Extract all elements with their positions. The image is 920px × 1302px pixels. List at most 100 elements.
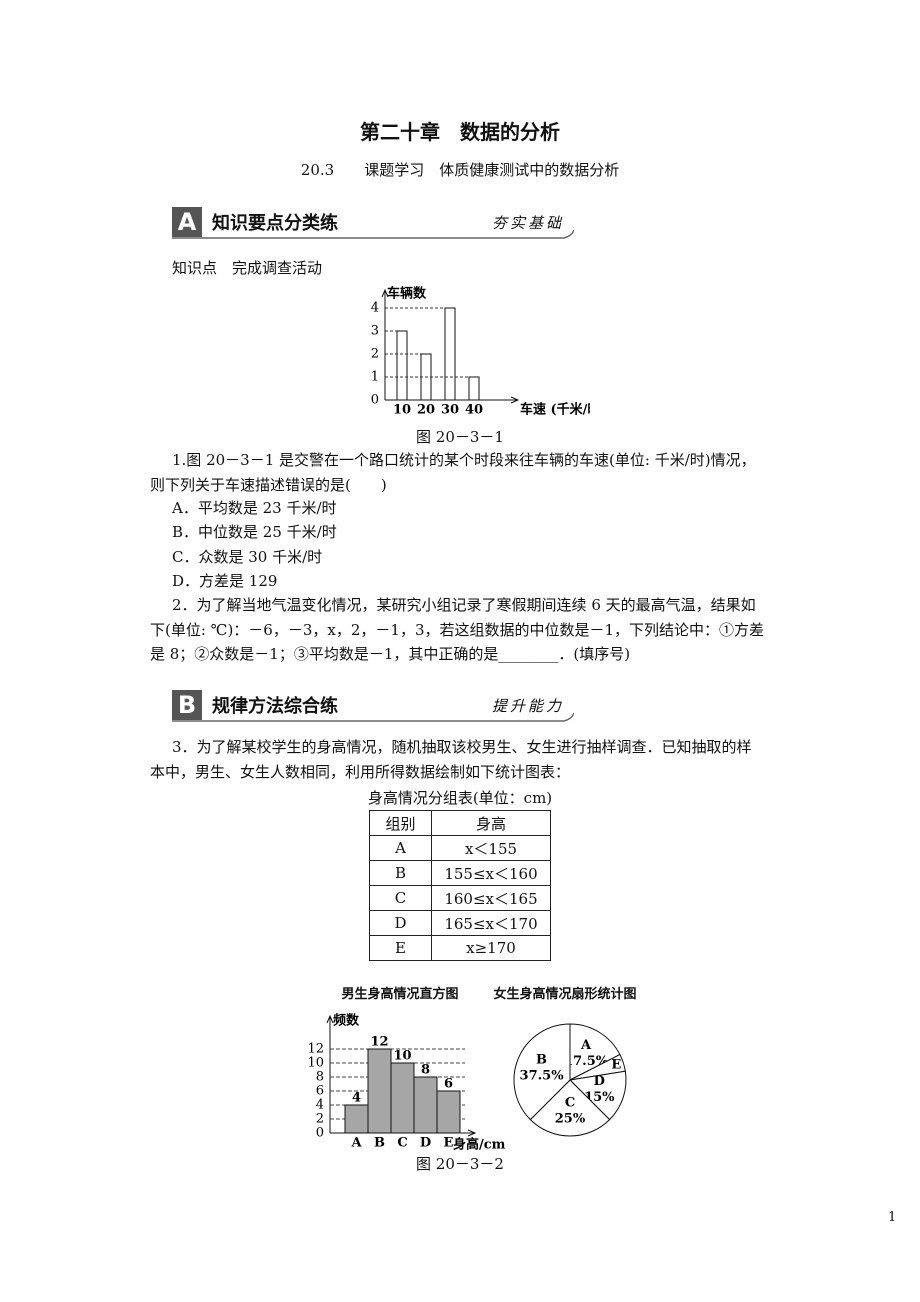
x-tick-label: 10 — [393, 403, 411, 418]
bar — [468, 376, 480, 401]
y-tick-label: 12 — [307, 1042, 324, 1057]
y-tick-label: 4 — [371, 301, 379, 316]
chapter-title: 第二十章 数据的分析 — [360, 120, 560, 144]
x-tick-label: A — [350, 1136, 362, 1151]
pie-slice — [513, 1023, 571, 1121]
option: D．方差是 129 — [172, 572, 278, 590]
x-tick-label: 20 — [417, 403, 435, 418]
table-caption: 身高情况分组表(单位：cm) — [367, 789, 553, 807]
bar — [444, 307, 456, 401]
banner-line — [172, 712, 574, 722]
axis-arrow — [510, 396, 520, 404]
question-text: 本中，男生、女生人数相同，利用所得数据绘制如下统计图表： — [150, 763, 571, 781]
knowledge-point: 知识点 完成调查活动 — [172, 259, 323, 277]
slice-category: C — [565, 1095, 575, 1110]
table-cell: E — [369, 935, 432, 961]
bar — [390, 1062, 415, 1134]
axis-arrow — [326, 1014, 334, 1024]
pie-slice — [568, 1070, 627, 1121]
data-label: 4 — [352, 1091, 361, 1106]
banner-tag: 提升能力 — [492, 697, 565, 715]
chart-title: 男生身高情况直方图 — [341, 987, 459, 1002]
x-tick-label: C — [397, 1136, 407, 1151]
data-label: 25% — [555, 1111, 586, 1126]
data-label: 37.5% — [520, 1069, 565, 1084]
page-number: 1 — [888, 1210, 897, 1225]
bar — [436, 1090, 461, 1134]
question-text: 1.图 20－3－1 是交警在一个路口统计的某个时段来往车辆的车速(单位: 千米… — [172, 451, 756, 469]
question-text: 2．为了解当地气温变化情况，某研究小组记录了寒假期间连续 6 天的最高气温，结果… — [172, 596, 756, 614]
y-tick-label: 4 — [316, 1098, 324, 1113]
question-text: 则下列关于车速描述错误的是( ) — [150, 476, 387, 494]
table-cell: 155≤x＜160 — [431, 860, 551, 886]
table-cell: B — [369, 860, 432, 886]
x-tick-label: 40 — [465, 403, 483, 418]
axis-arrow — [381, 288, 389, 298]
y-tick-label: 0 — [316, 1126, 324, 1141]
bar — [396, 330, 408, 401]
table-cell: A — [369, 835, 432, 861]
table-cell: x≥170 — [431, 935, 551, 961]
y-tick-label: 0 — [371, 393, 379, 408]
banner-tag: 夯实基础 — [492, 214, 565, 232]
question-text: 下(单位: ℃)：－6，－3，x，2，－1，3，若这组数据的中位数是－1，下列结… — [150, 621, 765, 639]
y-tick-label: 3 — [371, 324, 379, 339]
table-cell: C — [369, 885, 432, 911]
y-tick-label: 6 — [316, 1084, 324, 1099]
x-axis-label: 身高/cm — [453, 1137, 506, 1153]
x-axis-label: 车速 (千米/时) — [520, 402, 590, 418]
y-tick-label: 8 — [316, 1070, 324, 1085]
bar — [367, 1048, 392, 1134]
x-tick-label: 30 — [441, 403, 459, 418]
banner-title: 规律方法综合练 — [212, 696, 338, 717]
table-cell: x＜155 — [431, 835, 551, 861]
bar — [344, 1104, 369, 1134]
data-label: 12 — [370, 1035, 388, 1050]
y-tick-label: 2 — [316, 1112, 324, 1127]
section-title: 20.3 课题学习 体质健康测试中的数据分析 — [300, 161, 620, 179]
data-label: 6 — [444, 1077, 453, 1092]
banner-letter: B — [172, 690, 202, 720]
axis-arrow — [467, 1129, 477, 1137]
slice-category: A — [580, 1038, 592, 1053]
table-header: 身高 — [431, 810, 551, 836]
table-header: 组别 — [369, 810, 432, 836]
option: A．平均数是 23 千米/时 — [172, 499, 337, 517]
banner: A 知识要点分类练 夯实基础 — [172, 204, 574, 240]
slice-category: B — [536, 1053, 547, 1068]
banner-letter: A — [172, 207, 202, 237]
x-tick-label: E — [444, 1136, 454, 1151]
y-tick-label: 10 — [307, 1056, 324, 1071]
table-cell: 165≤x＜170 — [431, 910, 551, 936]
banner-title: 知识要点分类练 — [212, 213, 338, 234]
banner: B 规律方法综合练 提升能力 — [172, 687, 574, 723]
slice-category: D — [594, 1074, 605, 1089]
y-tick-label: 1 — [371, 370, 379, 385]
option: B．中位数是 25 千米/时 — [172, 523, 337, 541]
data-label: 8 — [421, 1063, 430, 1078]
x-tick-label: D — [420, 1136, 431, 1151]
pie-slice — [569, 1023, 621, 1081]
bar — [413, 1076, 438, 1134]
option: C．众数是 30 千米/时 — [172, 548, 323, 566]
table-cell: D — [369, 910, 432, 936]
y-axis-label: 车辆数 — [387, 286, 427, 302]
y-axis-label: 频数 — [333, 1013, 360, 1029]
table-cell: 160≤x＜165 — [431, 885, 551, 911]
question-text: 3．为了解某校学生的身高情况，随机抽取该校男生、女生进行抽样调查．已知抽取的样 — [172, 738, 752, 756]
chart-title: 女生身高情况扇形统计图 — [493, 987, 637, 1002]
y-tick-label: 2 — [371, 347, 379, 362]
figure-caption: 图 20－3－1 — [416, 428, 504, 446]
question-text: 是 8；②众数是－1；③平均数是－1，其中正确的是________．(填序号) — [150, 645, 631, 663]
data-label: 10 — [393, 1049, 411, 1064]
x-tick-label: B — [374, 1136, 385, 1151]
figure-caption: 图 20－3－2 — [416, 1155, 504, 1173]
banner-line — [172, 229, 574, 239]
pie-slice — [529, 1079, 611, 1137]
slice-category: E — [611, 1057, 621, 1072]
